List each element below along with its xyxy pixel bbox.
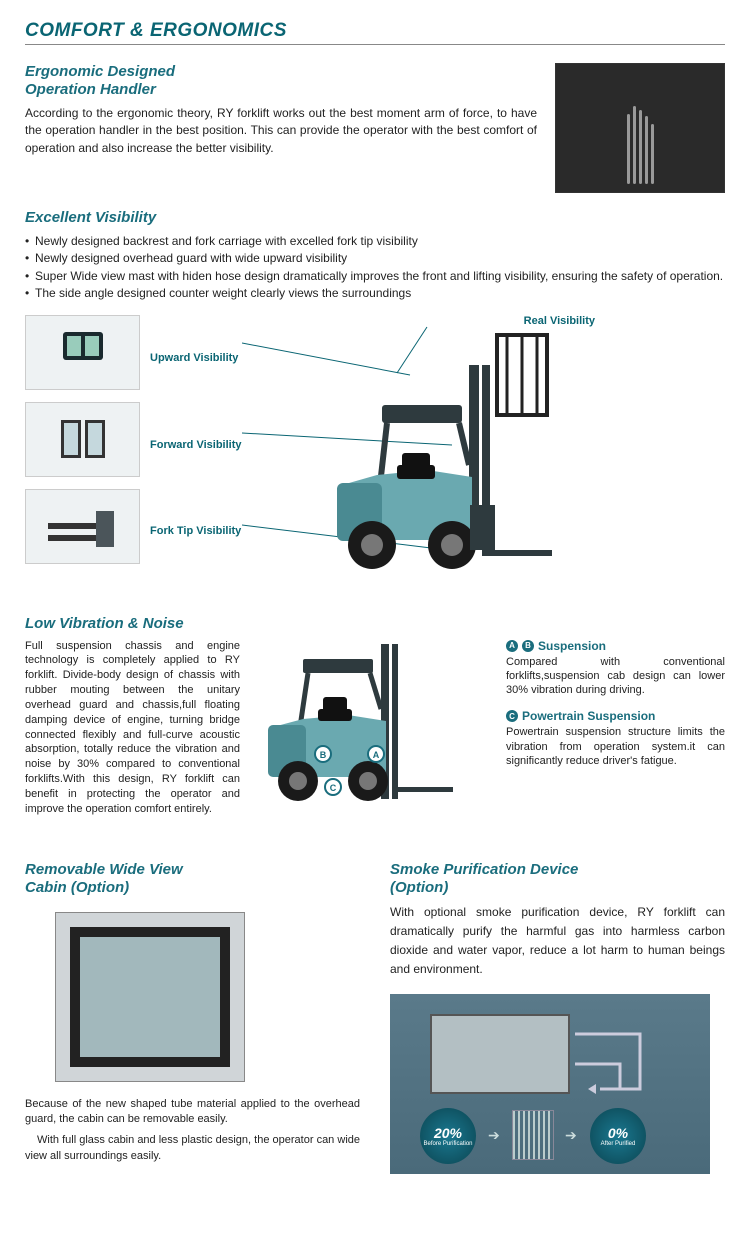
visibility-bullet: Super Wide view mast with hiden hose des… [25, 268, 725, 285]
pct-after-label: After Purified [601, 1141, 636, 1147]
suspension-heading: A B Suspension [506, 639, 725, 653]
badge-b-icon: B [522, 640, 534, 652]
visibility-bullet: Newly designed backrest and fork carriag… [25, 233, 725, 250]
pct-before-label: Before Purification [423, 1141, 472, 1147]
label-real: Real Visibility [524, 315, 595, 327]
forklift-figure-main: Real Visibility [242, 315, 726, 595]
svg-text:B: B [320, 750, 327, 760]
arrow-icon: ➔ [488, 1127, 500, 1144]
pct-after-value: 0% [608, 1125, 628, 1141]
section-lowvib: Full suspension chassis and engine techn… [25, 639, 725, 839]
visibility-bullets: Newly designed backrest and fork carriag… [25, 233, 725, 303]
lowvib-heading: Low Vibration & Noise [25, 615, 725, 633]
svg-text:A: A [373, 750, 380, 760]
smoke-body: With optional smoke purification device,… [390, 903, 725, 980]
visibility-bullet: Newly designed overhead guard with wide … [25, 250, 725, 267]
view-thumb-forward [25, 402, 140, 477]
badge-c-icon: C [506, 710, 518, 722]
section-visibility: Excellent Visibility Newly designed back… [25, 209, 725, 595]
suspension-title-text: Suspension [538, 639, 606, 653]
lowvib-body: Full suspension chassis and engine techn… [25, 639, 240, 817]
view-thumb-upward [25, 315, 140, 390]
page-title: COMFORT & ERGONOMICS [25, 20, 725, 45]
pct-after: 0% After Purified [590, 1108, 646, 1164]
operation-handler-image [555, 63, 725, 193]
arrow-icon: ➔ [565, 1127, 577, 1144]
label-forward: Forward Visibility [150, 439, 242, 451]
visibility-figure: Upward Visibility Forward Visibility For… [25, 315, 725, 595]
powertrain-heading: C Powertrain Suspension [506, 709, 725, 723]
suspension-body: Compared with conventional forklifts,sus… [506, 655, 725, 698]
pct-before: 20% Before Purification [420, 1108, 476, 1164]
lowvib-figure: A B C [258, 639, 488, 839]
pct-before-value: 20% [434, 1125, 462, 1141]
label-forktip: Fork Tip Visibility [150, 525, 242, 537]
smoke-heading: Smoke Purification Device (Option) [390, 861, 610, 897]
powertrain-body: Powertrain suspension structure limits t… [506, 725, 725, 768]
cabin-heading: Removable Wide View Cabin (Option) [25, 861, 225, 897]
section-options: Removable Wide View Cabin (Option) Becau… [25, 861, 725, 1175]
ergonomic-body: According to the ergonomic theory, RY fo… [25, 105, 537, 157]
visibility-bullet: The side angle designed counter weight c… [25, 285, 725, 302]
smoke-diagram: 20% Before Purification ➔ ➔ 0% After Pur… [390, 994, 710, 1174]
cabin-body-1: Because of the new shaped tube material … [25, 1097, 360, 1128]
powertrain-title-text: Powertrain Suspension [522, 709, 655, 723]
view-thumb-forktip [25, 489, 140, 564]
section-ergonomic: Ergonomic Designed Operation Handler Acc… [25, 63, 725, 193]
filter-icon [512, 1110, 554, 1160]
visibility-heading: Excellent Visibility [25, 209, 725, 227]
ergonomic-heading: Ergonomic Designed Operation Handler [25, 63, 537, 99]
cabin-body-2: With full glass cabin and less plastic d… [25, 1133, 360, 1164]
cabin-image [55, 912, 245, 1082]
svg-text:C: C [330, 783, 337, 793]
badge-a-icon: A [506, 640, 518, 652]
label-upward: Upward Visibility [150, 352, 242, 364]
